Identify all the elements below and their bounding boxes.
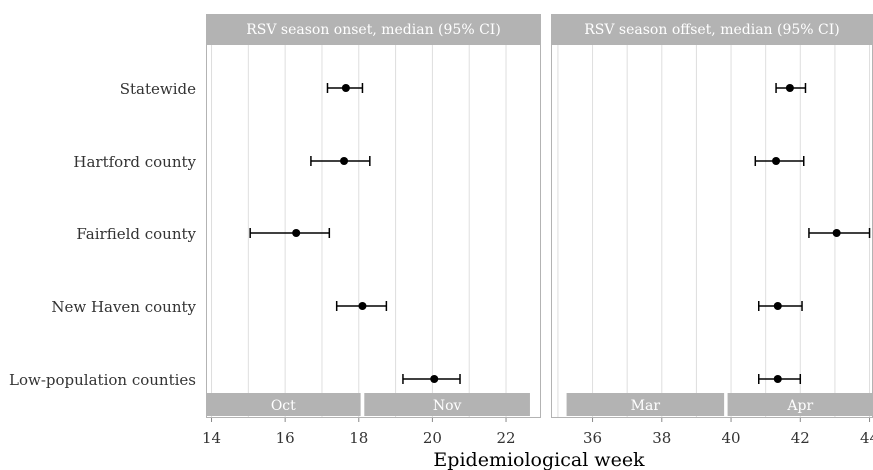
panel-title: RSV season onset, median (95% CI) xyxy=(246,22,501,38)
panel-strip xyxy=(551,14,873,44)
x-tick-label: 38 xyxy=(652,429,671,447)
median-point xyxy=(341,84,350,92)
panel-offset: RSV season offset, median (95% CI) Mar Apr… xyxy=(551,14,873,447)
median-point xyxy=(292,229,301,237)
median-point xyxy=(358,302,367,310)
month-label: Mar xyxy=(631,398,661,414)
y-axis-labels: Statewide Hartford county Fairfield county… xyxy=(9,80,197,389)
x-tick-label: 20 xyxy=(423,429,442,447)
x-tick-label: 18 xyxy=(349,429,368,447)
month-band xyxy=(566,393,725,416)
month-label: Nov xyxy=(433,398,462,414)
month-band xyxy=(206,393,361,416)
median-point xyxy=(430,375,439,383)
y-tick-label: Low-population counties xyxy=(9,371,196,389)
median-point xyxy=(340,157,349,165)
month-band xyxy=(727,393,873,416)
x-tick-label: 42 xyxy=(791,429,810,447)
x-tick-label: 44 xyxy=(860,429,873,447)
x-axis-title: Epidemiological week xyxy=(433,449,645,470)
x-tick-label: 14 xyxy=(202,429,221,447)
x-tick-label: 22 xyxy=(496,429,515,447)
x-tick-label: 40 xyxy=(721,429,740,447)
month-band xyxy=(364,393,530,416)
panel-plot-area: Mar Apr xyxy=(557,44,873,418)
month-label: Oct xyxy=(271,398,296,414)
x-tick-label: 36 xyxy=(583,429,602,447)
y-tick-label: New Haven county xyxy=(51,298,196,316)
y-tick-label: Hartford county xyxy=(73,153,196,171)
panel-plot-area: Oct Nov xyxy=(206,44,530,418)
median-point xyxy=(773,375,782,383)
panel-title: RSV season offset, median (95% CI) xyxy=(584,22,840,38)
median-point xyxy=(785,84,794,92)
month-label: Apr xyxy=(786,398,813,414)
median-point xyxy=(772,157,781,165)
panel-border xyxy=(551,44,873,418)
y-tick-label: Statewide xyxy=(120,80,196,98)
panel-border xyxy=(206,44,541,418)
y-tick-label: Fairfield county xyxy=(76,225,196,243)
median-point xyxy=(773,302,782,310)
panel-strip xyxy=(206,14,541,44)
median-point xyxy=(832,229,841,237)
panel-onset: RSV season onset, median (95% CI) Oct Nov 1… xyxy=(202,14,541,447)
x-tick-label: 16 xyxy=(276,429,295,447)
